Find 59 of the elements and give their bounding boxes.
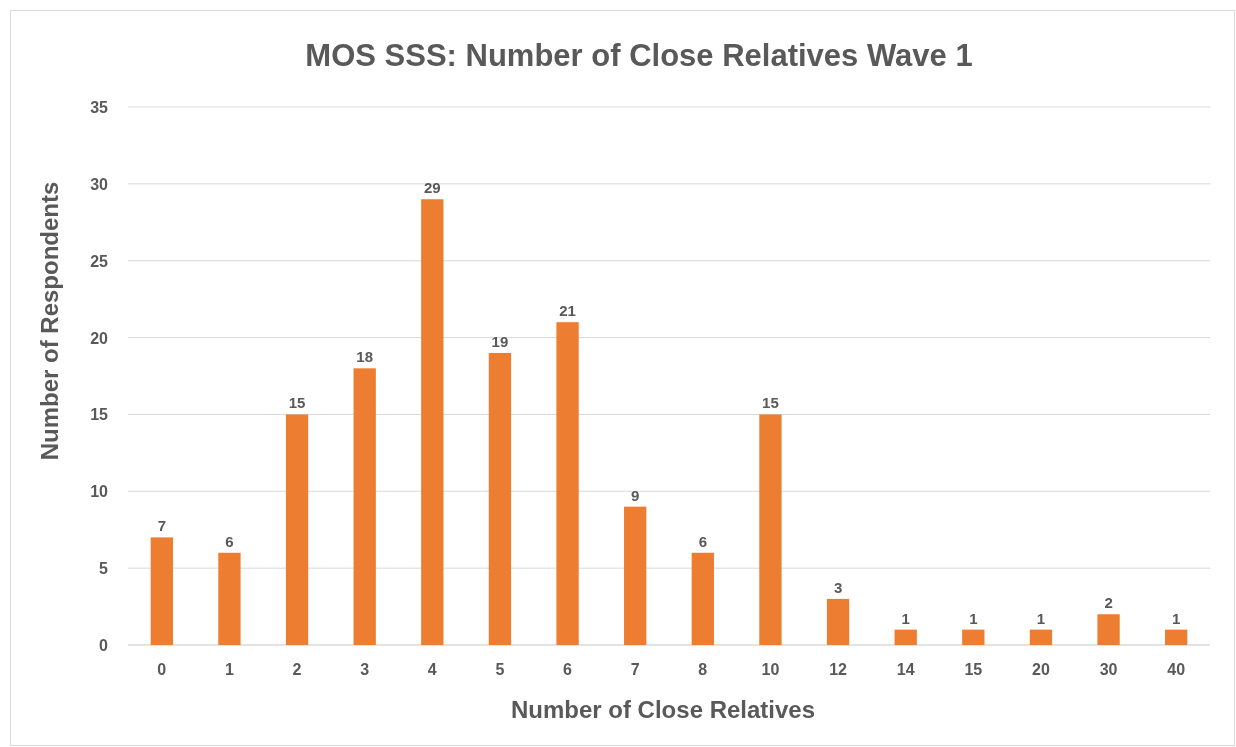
x-tick-label: 4	[427, 661, 437, 678]
x-tick-label: 1	[224, 661, 234, 678]
x-tick-label: 7	[630, 661, 640, 678]
bar	[691, 552, 714, 645]
data-label: 15	[288, 394, 306, 412]
bar	[285, 414, 309, 645]
x-tick-label: 3	[360, 661, 370, 678]
bar	[556, 322, 579, 645]
chart-title: MOS SSS: Number of Close Relatives Wave 1	[305, 38, 973, 73]
x-tick-label: 40	[1167, 661, 1186, 678]
y-axis-title: Number of Respondents	[36, 181, 63, 461]
data-label: 29	[423, 179, 441, 197]
y-tick-label: 25	[90, 252, 109, 270]
bar	[759, 414, 782, 645]
data-label: 6	[698, 532, 707, 550]
x-tick-label: 2	[292, 661, 302, 678]
y-tick-label: 35	[90, 99, 109, 116]
x-tick-label: 10	[761, 661, 780, 678]
data-label: 6	[225, 532, 234, 550]
data-label: 18	[356, 348, 374, 366]
x-tick-label: 5	[495, 661, 505, 678]
bar	[1097, 614, 1120, 645]
data-label: 7	[157, 517, 166, 535]
x-axis-title: Number of Close Relatives	[510, 696, 816, 723]
x-tick-label: 12	[829, 661, 848, 678]
data-label: 1	[1172, 609, 1181, 627]
data-label: 15	[762, 394, 779, 412]
data-label: 21	[559, 302, 576, 320]
bar	[353, 368, 376, 645]
bar	[421, 199, 444, 645]
x-tick-label: 0	[157, 661, 167, 678]
data-label: 1	[1036, 609, 1046, 627]
bar	[962, 629, 985, 645]
data-label: 3	[833, 578, 843, 596]
bar	[1165, 629, 1188, 645]
bar	[894, 629, 917, 645]
bar	[826, 598, 850, 645]
bar	[218, 552, 241, 645]
data-label: 2	[1104, 594, 1113, 612]
data-label: 19	[491, 332, 509, 350]
x-tick-label: 14	[896, 661, 915, 678]
y-tick-label: 30	[90, 175, 109, 193]
y-tick-label: 20	[90, 329, 109, 347]
data-label: 1	[901, 609, 910, 627]
y-tick-label: 0	[99, 637, 109, 654]
data-label: 9	[631, 486, 640, 504]
x-tick-label: 6	[563, 661, 573, 678]
y-tick-label: 10	[90, 483, 109, 501]
bar	[1029, 629, 1053, 645]
bar	[150, 537, 173, 645]
data-label: 1	[969, 609, 978, 627]
y-tick-label: 5	[99, 560, 109, 578]
x-tick-label: 20	[1032, 661, 1050, 678]
bar	[488, 352, 512, 645]
x-tick-label: 8	[698, 661, 708, 678]
y-tick-label: 15	[90, 406, 109, 424]
x-tick-label: 15	[964, 661, 983, 678]
x-tick-label: 30	[1099, 661, 1118, 678]
bar	[624, 506, 647, 645]
